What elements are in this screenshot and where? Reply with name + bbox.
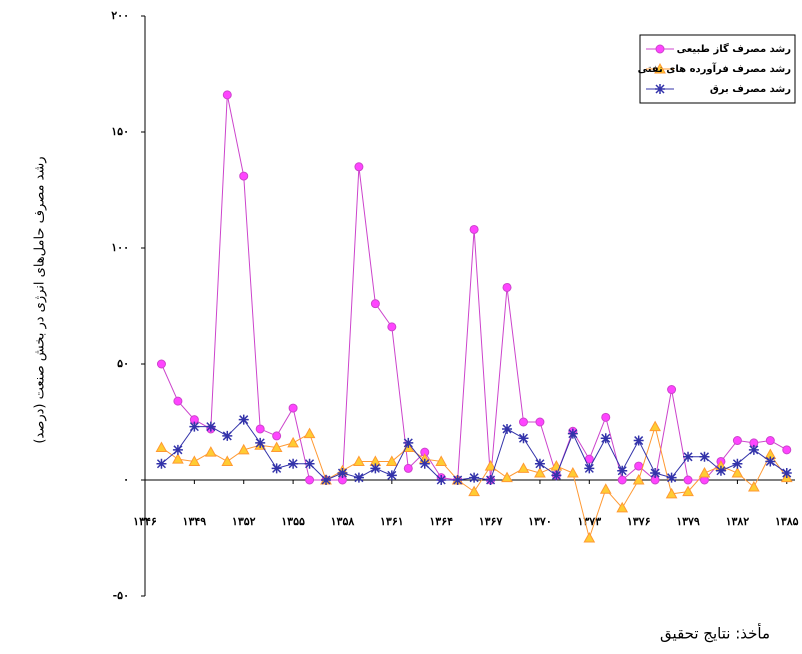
source-note: مأخذ: نتایج تحقیق bbox=[660, 623, 770, 643]
marker bbox=[404, 464, 412, 472]
x-tick-label: ۱۳۷۶ bbox=[627, 515, 651, 528]
x-tick-label: ۱۳۴۹ bbox=[183, 515, 207, 528]
y-tick-label: -۵۰ bbox=[113, 589, 129, 602]
marker bbox=[174, 397, 182, 405]
marker bbox=[668, 386, 676, 394]
marker bbox=[618, 476, 626, 484]
marker bbox=[684, 476, 692, 484]
marker bbox=[306, 476, 314, 484]
marker bbox=[733, 437, 741, 445]
marker bbox=[519, 418, 527, 426]
x-tick-label: ۱۳۵۸ bbox=[331, 515, 355, 528]
marker bbox=[403, 438, 413, 448]
x-tick-label: ۱۳۴۶ bbox=[133, 515, 157, 528]
marker bbox=[765, 456, 775, 466]
marker bbox=[635, 462, 643, 470]
legend-label: رشد مصرف گاز طبیعی bbox=[677, 42, 792, 55]
marker bbox=[683, 452, 693, 462]
marker bbox=[699, 452, 709, 462]
marker bbox=[370, 463, 380, 473]
marker bbox=[239, 415, 249, 425]
x-tick-label: ۱۳۶۷ bbox=[479, 515, 503, 528]
marker bbox=[420, 459, 430, 469]
marker bbox=[355, 163, 363, 171]
legend-marker bbox=[655, 84, 665, 94]
marker bbox=[749, 445, 759, 455]
marker bbox=[272, 463, 282, 473]
marker bbox=[173, 445, 183, 455]
marker bbox=[388, 323, 396, 331]
marker bbox=[486, 475, 496, 485]
marker bbox=[222, 431, 232, 441]
marker bbox=[503, 283, 511, 291]
y-axis-title: رشد مصرف حامل‌های انرژی در بخش صنعت (درص… bbox=[33, 156, 48, 443]
marker bbox=[732, 459, 742, 469]
marker bbox=[157, 360, 165, 368]
marker bbox=[602, 413, 610, 421]
x-tick-label: ۱۳۸۲ bbox=[726, 515, 750, 528]
x-tick-label: ۱۳۷۰ bbox=[528, 515, 552, 528]
y-tick-label: ۱۵۰ bbox=[111, 125, 129, 138]
marker bbox=[305, 459, 315, 469]
y-tick-label: ۰ bbox=[123, 473, 129, 486]
marker bbox=[634, 436, 644, 446]
legend-marker bbox=[656, 45, 664, 53]
marker bbox=[255, 438, 265, 448]
marker bbox=[766, 437, 774, 445]
marker bbox=[289, 404, 297, 412]
x-tick-label: ۱۳۶۴ bbox=[429, 515, 453, 528]
marker bbox=[518, 433, 528, 443]
marker bbox=[189, 422, 199, 432]
y-tick-label: ۵۰ bbox=[117, 357, 129, 370]
marker bbox=[223, 91, 231, 99]
x-tick-label: ۱۳۵۵ bbox=[281, 515, 305, 528]
marker bbox=[470, 225, 478, 233]
marker bbox=[371, 300, 379, 308]
x-tick-label: ۱۳۶۱ bbox=[380, 515, 404, 528]
legend-label: رشد مصرف فرآورده های نفتی bbox=[638, 62, 792, 75]
marker bbox=[535, 459, 545, 469]
marker bbox=[584, 463, 594, 473]
x-tick-label: ۱۳۸۵ bbox=[775, 515, 799, 528]
marker bbox=[387, 470, 397, 480]
marker bbox=[453, 475, 463, 485]
marker bbox=[337, 468, 347, 478]
marker bbox=[568, 429, 578, 439]
chart: رشد مصرف حامل‌های انرژی در بخش صنعت (درص… bbox=[0, 0, 802, 654]
marker bbox=[436, 475, 446, 485]
marker bbox=[469, 473, 479, 483]
marker bbox=[650, 468, 660, 478]
marker bbox=[288, 459, 298, 469]
marker bbox=[206, 422, 216, 432]
marker bbox=[716, 466, 726, 476]
x-tick-label: ۱۳۵۲ bbox=[232, 515, 256, 528]
marker bbox=[783, 446, 791, 454]
marker bbox=[551, 470, 561, 480]
y-tick-label: ۲۰۰ bbox=[111, 9, 129, 22]
marker bbox=[502, 424, 512, 434]
x-tick-label: ۱۳۷۹ bbox=[676, 515, 700, 528]
marker bbox=[240, 172, 248, 180]
x-tick-label: ۱۳۷۳ bbox=[577, 515, 601, 528]
marker bbox=[667, 473, 677, 483]
marker bbox=[601, 433, 611, 443]
y-tick-label: ۱۰۰ bbox=[111, 241, 129, 254]
marker bbox=[354, 473, 364, 483]
marker bbox=[256, 425, 264, 433]
marker bbox=[536, 418, 544, 426]
marker bbox=[156, 459, 166, 469]
marker bbox=[273, 432, 281, 440]
legend-label: رشد مصرف برق bbox=[710, 84, 791, 95]
marker bbox=[782, 468, 792, 478]
marker bbox=[321, 475, 331, 485]
marker bbox=[617, 466, 627, 476]
